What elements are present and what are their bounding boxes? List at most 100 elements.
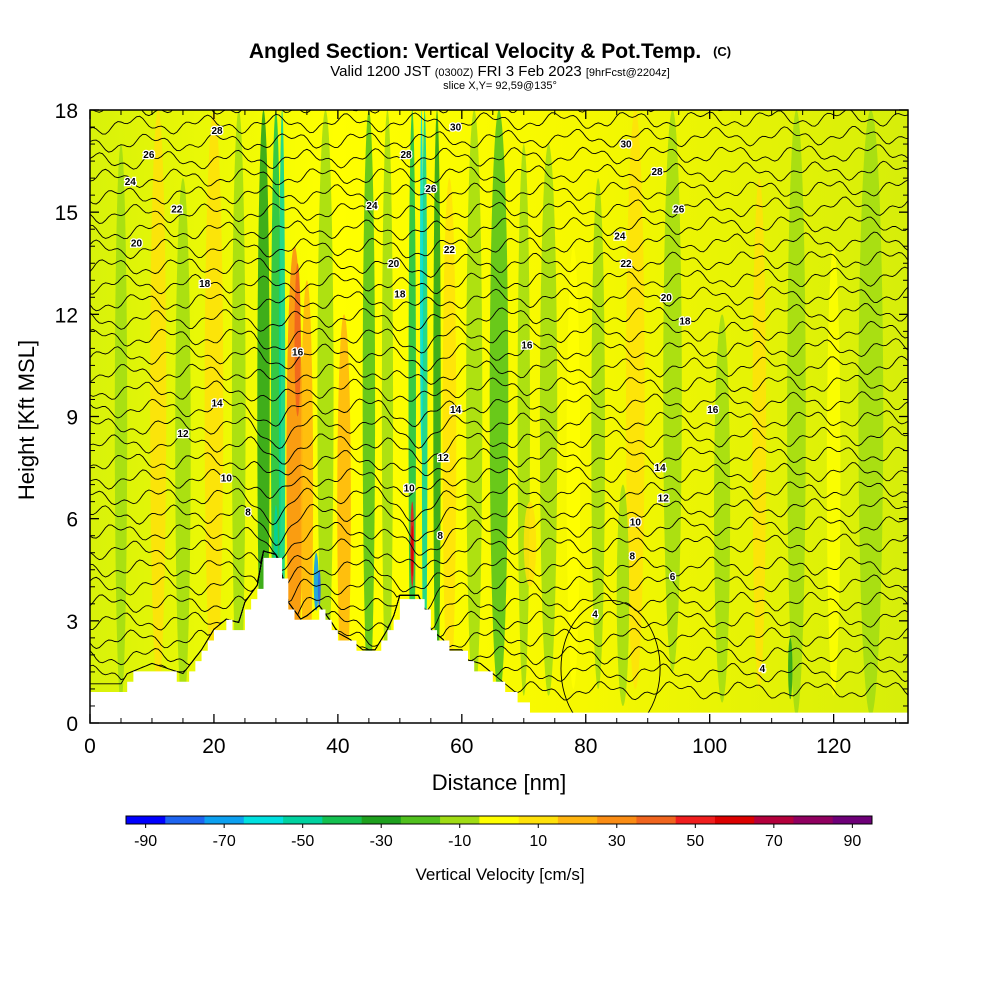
contour-label: 22 (171, 204, 183, 215)
y-tick-label: 18 (55, 100, 78, 123)
contour-label: 10 (630, 518, 642, 529)
colorbar-swatch (793, 816, 834, 824)
theta-contour-line (90, 251, 908, 278)
colorbar-swatch (714, 816, 755, 824)
field-streak (539, 144, 558, 696)
field-streak (788, 637, 793, 700)
colorbar-swatch (440, 816, 480, 824)
theta-contour-line (90, 303, 908, 332)
colorbar-swatch (165, 816, 205, 824)
theta-contour-line (90, 196, 908, 224)
theta-contour-line (90, 550, 908, 593)
y-tick-label: 9 (66, 407, 78, 430)
contour-label: 12 (177, 429, 189, 440)
contour-label: 16 (292, 347, 304, 358)
axes: 0 20 40 60 80 100 120 0 3 6 9 12 15 18 (55, 100, 908, 758)
x-tick-label: 60 (450, 735, 473, 758)
contour-label: 20 (661, 293, 673, 304)
theta-contour-line (90, 110, 908, 135)
colorbar-swatch (400, 816, 441, 824)
field-streak (663, 110, 682, 672)
field-streak (175, 178, 191, 710)
field-streak (752, 178, 767, 689)
theta-contour-line (90, 338, 908, 372)
field-streak (270, 110, 281, 706)
theta-contour-line (90, 286, 908, 312)
colorbar-swatch (636, 816, 676, 824)
subtitle-date: FRI 3 Feb 2023 (477, 63, 581, 80)
colorbar-swatch (557, 816, 598, 824)
colorbar-swatch (204, 816, 245, 824)
colorbar-swatch (322, 816, 362, 824)
colorbar-swatch (361, 816, 402, 824)
colorbar: -90 -70 -50 -30 -10 10 30 50 70 90 (125, 815, 873, 850)
theta-contour-closed (560, 599, 661, 723)
field-core (294, 263, 301, 417)
colorbar-label: 90 (843, 833, 861, 850)
terrain (90, 557, 908, 723)
colorbar-swatch (518, 816, 559, 824)
x-tick-label: 40 (326, 735, 349, 758)
theta-contour-line (90, 550, 908, 611)
theta-contour-line (90, 497, 908, 546)
theta-contour-line (90, 375, 908, 402)
field-streak (714, 314, 731, 703)
contour-label: 16 (521, 340, 533, 351)
chart-title: Angled Section: Vertical Velocity & Pot.… (249, 40, 731, 63)
theta-contour-line (90, 391, 908, 428)
colorbar-label: -70 (213, 833, 236, 850)
contour-label: 24 (614, 232, 626, 243)
theta-contour-line (90, 533, 908, 571)
colorbar-label: 50 (686, 833, 704, 850)
colorbar-swatch (597, 816, 637, 824)
field-streak (858, 110, 884, 717)
contour-label: 16 (707, 405, 719, 416)
field-streak (442, 178, 457, 696)
theta-contour-line (90, 144, 908, 170)
contour-label: 30 (450, 123, 462, 134)
contour-label: 8 (245, 507, 251, 518)
colorbar-swatch (243, 816, 284, 824)
y-tick-label: 15 (55, 202, 78, 225)
colorbar-swatch (479, 816, 519, 824)
contour-label: 28 (400, 150, 412, 161)
x-tick-label: 20 (202, 735, 225, 758)
contour-label: 14 (655, 463, 667, 474)
contour-label: 30 (620, 140, 632, 151)
colorbar-label: 10 (529, 833, 547, 850)
title-mark: (C) (713, 44, 731, 59)
field-streak (421, 110, 428, 717)
contour-labels: 28 26 24 22 20 18 16 14 12 10 8 30 28 26 24 22 20 18 14 12 1… (123, 121, 766, 676)
contour-label: 8 (629, 552, 635, 563)
contour-label: 4 (760, 664, 766, 675)
colorbar-frame (125, 815, 873, 825)
theta-contour-line (90, 410, 908, 449)
colorbar-label: -90 (134, 833, 157, 850)
contour-label: 18 (394, 289, 406, 300)
subtitle-utc: (0300Z) (435, 67, 474, 79)
colorbar-swatch (832, 816, 873, 824)
theta-contour-line (90, 179, 908, 205)
colorbar-swatch (126, 816, 166, 824)
contour-label: 10 (404, 484, 416, 495)
contour-label: 18 (679, 317, 691, 328)
y-tick-label: 0 (66, 713, 78, 736)
slice-text: slice X,Y= 92,59@135° (443, 80, 557, 92)
theta-contour-line (90, 550, 908, 630)
colorbar-title: Vertical Velocity [cm/s] (415, 865, 584, 884)
contour-label: 12 (658, 494, 670, 505)
contour-label: 24 (366, 201, 378, 212)
colorbar-label: 30 (608, 833, 626, 850)
field-streak (150, 110, 167, 689)
theta-contours (90, 110, 908, 723)
field-core (317, 569, 321, 608)
theta-contour-line (90, 160, 908, 188)
field-streak (523, 501, 537, 587)
x-axis-label: Distance [nm] (432, 770, 567, 795)
contour-label: 4 (592, 610, 598, 621)
contour-label: 24 (125, 177, 137, 188)
contour-label: 22 (444, 245, 456, 256)
theta-contour-line (90, 446, 908, 477)
colorbar-label: -10 (448, 833, 471, 850)
